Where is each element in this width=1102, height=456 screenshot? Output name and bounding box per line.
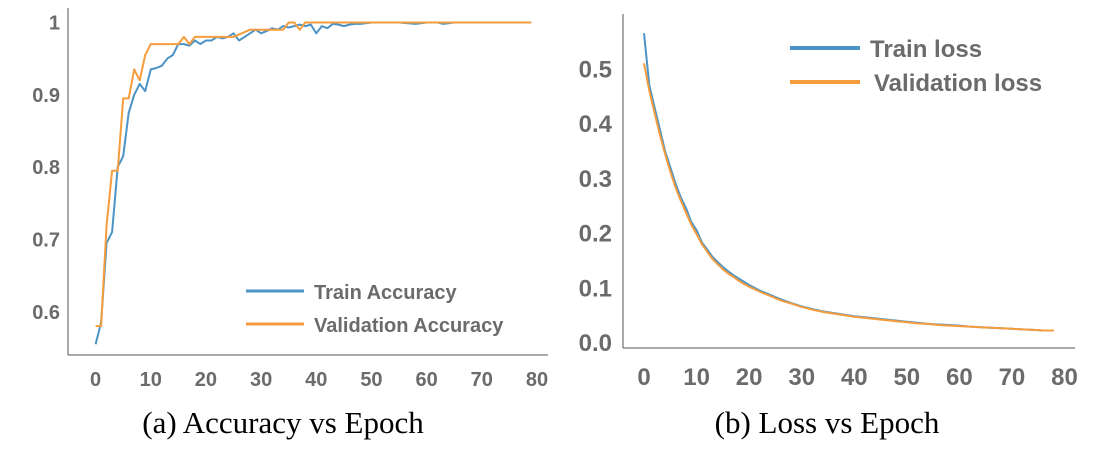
accuracy-y-tick-label: 1: [49, 13, 60, 35]
loss-x-tick-label: 40: [841, 364, 868, 391]
panel-accuracy: 0 10 20 30 40 50 60 70 80 0.6 0.7 0.8 0.9 1 Train Acc…: [32, 8, 548, 440]
accuracy-series-line-validation-accuracy: [95, 21, 532, 328]
accuracy-x-tick-label: 40: [305, 369, 327, 391]
legend-validation-loss-label: Validation loss: [874, 70, 1042, 97]
accuracy-x-tick-label: 80: [526, 369, 548, 391]
accuracy-y-tick-label: 0.8: [32, 157, 60, 179]
loss-x-tick-label: 0: [637, 364, 650, 391]
loss-x-tick-label: 80: [1051, 364, 1078, 391]
accuracy-y-tick-label: 0.7: [32, 230, 60, 252]
legend-validation-accuracy-label: Validation Accuracy: [314, 315, 504, 337]
loss-x-tick-label: 50: [893, 364, 920, 391]
accuracy-y-tick-label: 0.9: [32, 85, 60, 107]
loss-series-line-validation-loss: [643, 63, 1054, 332]
panel-loss: 0 10 20 30 40 50 60 70 80 0.0 0.1 0.2 0.3 0.4 0.5 Trai…: [579, 14, 1078, 440]
accuracy-y-tick-label: 0.6: [32, 302, 60, 324]
legend-train-loss-label: Train loss: [870, 36, 982, 63]
accuracy-x-tick-label: 20: [195, 369, 217, 391]
loss-x-tick-label: 70: [999, 364, 1026, 391]
accuracy-x-tick-label: 0: [90, 369, 101, 391]
loss-y-tick-label: 0.1: [579, 275, 612, 302]
loss-y-tick-label: 0.5: [579, 56, 612, 83]
accuracy-x-tick-label: 10: [140, 369, 162, 391]
loss-y-tick-label: 0.0: [579, 330, 612, 357]
accuracy-caption: (a) Accuracy vs Epoch: [142, 405, 424, 440]
loss-y-tick-label: 0.3: [579, 166, 612, 193]
loss-legend: Train loss Validation loss: [790, 36, 1042, 97]
accuracy-x-tick-label: 60: [415, 369, 437, 391]
loss-x-tick-label: 20: [736, 364, 763, 391]
loss-y-tick-label: 0.4: [579, 111, 613, 138]
loss-x-tick-label: 30: [788, 364, 815, 391]
legend-train-accuracy-label: Train Accuracy: [314, 282, 458, 304]
accuracy-x-tick-label: 70: [471, 369, 493, 391]
loss-y-tick-label: 0.2: [579, 221, 612, 248]
loss-x-tick-label: 10: [683, 364, 710, 391]
accuracy-legend: Train Accuracy Validation Accuracy: [246, 282, 504, 337]
accuracy-x-tick-label: 50: [360, 369, 382, 391]
loss-x-tick-label: 60: [946, 364, 973, 391]
loss-caption: (b) Loss vs Epoch: [715, 405, 940, 440]
accuracy-x-tick-label: 30: [250, 369, 272, 391]
